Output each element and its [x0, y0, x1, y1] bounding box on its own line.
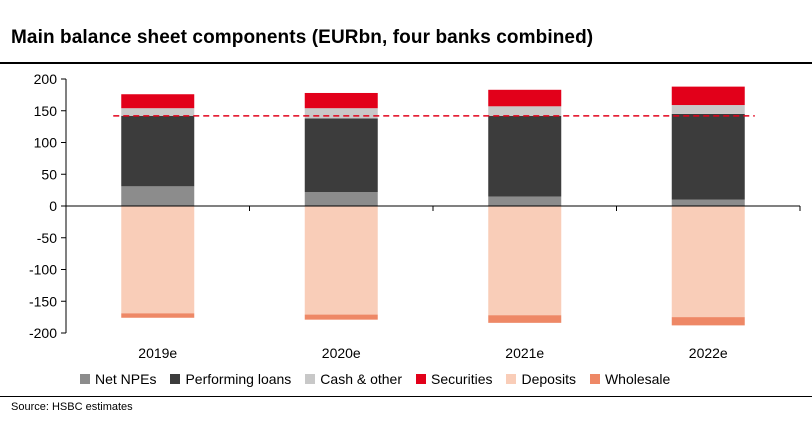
bar-securities-2019e — [121, 94, 195, 109]
y-tick-label: 150 — [34, 103, 58, 119]
bar-deposits-2019e — [121, 206, 195, 314]
y-tick-label: 0 — [49, 198, 57, 214]
source-note: Source: HSBC estimates — [11, 401, 133, 413]
legend-label: Deposits — [521, 371, 576, 387]
legend-label: Cash & other — [320, 371, 403, 387]
bar-wholesale-2022e — [671, 317, 745, 326]
chart-title: Main balance sheet components (EURbn, fo… — [11, 27, 594, 48]
bar-cash-other-2022e — [671, 105, 745, 114]
legend-item-performing-loans: Performing loans — [170, 371, 291, 387]
legend-label: Securities — [431, 371, 493, 387]
bar-deposits-2021e — [488, 206, 562, 316]
legend-label: Wholesale — [604, 371, 671, 387]
bar-performing-loans-2022e — [671, 113, 745, 200]
title-divider — [0, 62, 812, 64]
bar-net-npes-2019e — [121, 186, 195, 206]
bar-securities-2021e — [488, 89, 562, 107]
legend-swatch — [80, 374, 90, 384]
legend-swatch — [416, 374, 427, 384]
legend-swatch — [305, 374, 316, 384]
legend-label: Performing loans — [185, 371, 292, 387]
bar-deposits-2020e — [304, 206, 378, 315]
bar-cash-other-2019e — [121, 108, 195, 116]
legend-item-cash-other: Cash & other — [305, 371, 402, 387]
bar-net-npes-2020e — [304, 192, 378, 206]
y-tick-label: -100 — [29, 262, 57, 278]
legend-swatch — [589, 374, 600, 384]
x-tick-label: 2020e — [322, 345, 361, 361]
y-tick-label: 100 — [34, 135, 58, 151]
bar-wholesale-2019e — [121, 313, 195, 318]
bar-performing-loans-2020e — [304, 118, 378, 193]
legend-item-securities: Securities — [416, 371, 492, 387]
bar-performing-loans-2019e — [121, 115, 195, 187]
x-tick-label: 2022e — [689, 345, 728, 361]
legend-swatch — [170, 374, 181, 384]
chart-legend: Net NPEs Performing loans Cash & other Secu… — [80, 369, 670, 389]
legend-item-net-npes: Net NPEs — [80, 371, 156, 387]
bar-cash-other-2021e — [488, 106, 562, 116]
bar-wholesale-2021e — [488, 315, 562, 323]
x-tick-label: 2021e — [505, 345, 544, 361]
bar-securities-2020e — [304, 92, 378, 109]
y-tick-label: -150 — [29, 293, 57, 309]
legend-item-wholesale: Wholesale — [589, 371, 671, 387]
bar-wholesale-2020e — [304, 314, 378, 320]
legend-item-deposits: Deposits — [506, 371, 576, 387]
bar-performing-loans-2021e — [488, 115, 562, 197]
y-tick-label: -50 — [37, 230, 57, 246]
y-tick-label: 200 — [34, 71, 58, 87]
bar-net-npes-2022e — [671, 199, 745, 206]
x-tick-label: 2019e — [138, 345, 177, 361]
bar-net-npes-2021e — [488, 196, 562, 206]
y-tick-label: 50 — [41, 166, 57, 182]
bar-cash-other-2020e — [304, 108, 378, 119]
footer-divider — [0, 396, 812, 397]
bar-securities-2022e — [671, 86, 745, 106]
bar-deposits-2022e — [671, 206, 745, 318]
stacked-bar-chart: 2019e 2020e 2021e 2022e 200 150 100 50 0 -50 -100 -… — [29, 71, 801, 361]
legend-swatch — [506, 374, 517, 384]
legend-label: Net NPEs — [95, 371, 157, 387]
y-tick-label: -200 — [29, 325, 57, 341]
